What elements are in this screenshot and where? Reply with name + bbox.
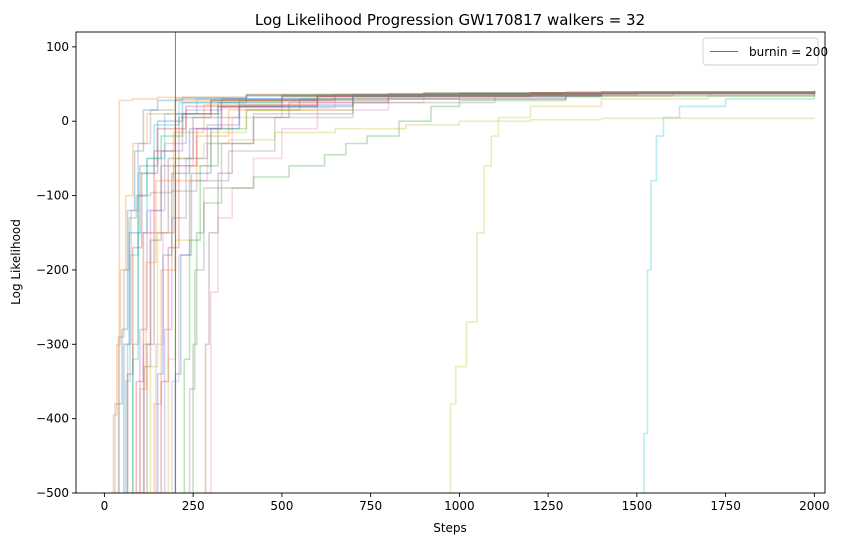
walker-line-20 — [131, 90, 816, 493]
walker-line-24 — [125, 92, 816, 493]
y-axis-label: Log Likelihood — [9, 219, 23, 305]
y-tick-label: 100 — [46, 40, 69, 54]
walker-line-13 — [189, 93, 816, 493]
x-tick-label: 500 — [270, 499, 293, 513]
chart-title: Log Likelihood Progression GW170817 walk… — [255, 11, 645, 29]
x-tick-label: 1500 — [622, 499, 653, 513]
legend-label: burnin = 200 — [749, 45, 828, 59]
walker-line-16 — [145, 91, 816, 493]
walker-line-26 — [141, 91, 816, 493]
walker-line-17 — [168, 91, 816, 493]
plot-frame — [75, 31, 826, 494]
walker-line-29 — [164, 91, 816, 493]
series-layer — [111, 90, 816, 493]
walker-line-2 — [118, 91, 816, 493]
y-axis: −500 −400 −300 −200 −100 0 100 — [36, 40, 76, 500]
y-tick-label: −200 — [36, 263, 69, 277]
walker-line-32 — [138, 90, 816, 493]
x-tick-label: 0 — [101, 499, 109, 513]
walker-line-3 — [129, 91, 816, 493]
walker-line-10 — [642, 95, 816, 493]
walker-line-11 — [122, 90, 816, 493]
x-tick-label: 2000 — [799, 499, 830, 513]
walker-line-27 — [154, 91, 816, 493]
walker-line-12 — [150, 91, 816, 493]
walker-line-1 — [116, 91, 816, 493]
walker-line-23 — [180, 91, 816, 493]
x-axis: 0 250 500 750 1000 1250 1500 1750 2000 — [101, 493, 830, 513]
walker-line-30 — [123, 91, 816, 493]
y-tick-label: −300 — [36, 337, 69, 351]
walker-line-5 — [139, 91, 816, 493]
y-tick-label: 0 — [61, 114, 69, 128]
walker-line-7 — [207, 92, 816, 493]
x-tick-label: 1000 — [444, 499, 475, 513]
walker-line-9 — [445, 94, 816, 493]
walker-line-31 — [171, 91, 816, 493]
walker-line-8 — [125, 91, 816, 493]
walker-line-18 — [113, 91, 816, 493]
y-tick-label: −400 — [36, 412, 69, 426]
x-tick-label: 750 — [359, 499, 382, 513]
y-tick-label: −100 — [36, 189, 69, 203]
walker-line-21 — [155, 91, 816, 493]
walker-line-15 — [136, 90, 816, 493]
y-tick-label: −500 — [36, 486, 69, 500]
legend-box — [702, 37, 819, 66]
walker-line-22 — [111, 91, 816, 493]
walker-line-28 — [186, 91, 816, 493]
walker-line-19 — [147, 117, 815, 493]
walker-line-14 — [157, 91, 816, 493]
x-axis-label: Steps — [433, 521, 467, 535]
x-tick-label: 1250 — [533, 499, 564, 513]
walker-line-6 — [203, 92, 816, 493]
legend: burnin = 200 — [702, 37, 828, 66]
x-tick-label: 1750 — [710, 499, 741, 513]
walker-line-25 — [161, 90, 816, 493]
x-tick-label: 250 — [182, 499, 205, 513]
